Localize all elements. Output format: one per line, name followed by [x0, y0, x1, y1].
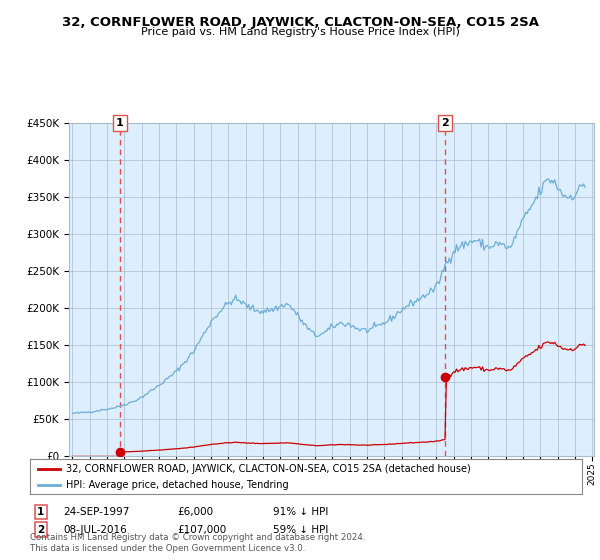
Text: £107,000: £107,000 [177, 525, 226, 535]
Text: 1: 1 [37, 507, 44, 517]
Text: HPI: Average price, detached house, Tendring: HPI: Average price, detached house, Tend… [66, 480, 289, 490]
Text: 32, CORNFLOWER ROAD, JAYWICK, CLACTON-ON-SEA, CO15 2SA (detached house): 32, CORNFLOWER ROAD, JAYWICK, CLACTON-ON… [66, 464, 470, 474]
Text: Contains HM Land Registry data © Crown copyright and database right 2024.
This d: Contains HM Land Registry data © Crown c… [30, 533, 365, 553]
Text: 91% ↓ HPI: 91% ↓ HPI [273, 507, 328, 517]
Text: 1: 1 [116, 118, 124, 128]
Text: £6,000: £6,000 [177, 507, 213, 517]
Text: 2: 2 [442, 118, 449, 128]
Text: Price paid vs. HM Land Registry's House Price Index (HPI): Price paid vs. HM Land Registry's House … [140, 27, 460, 37]
Text: 2: 2 [37, 525, 44, 535]
Text: 24-SEP-1997: 24-SEP-1997 [63, 507, 130, 517]
Text: 59% ↓ HPI: 59% ↓ HPI [273, 525, 328, 535]
Text: 08-JUL-2016: 08-JUL-2016 [63, 525, 127, 535]
Text: 32, CORNFLOWER ROAD, JAYWICK, CLACTON-ON-SEA, CO15 2SA: 32, CORNFLOWER ROAD, JAYWICK, CLACTON-ON… [62, 16, 539, 29]
